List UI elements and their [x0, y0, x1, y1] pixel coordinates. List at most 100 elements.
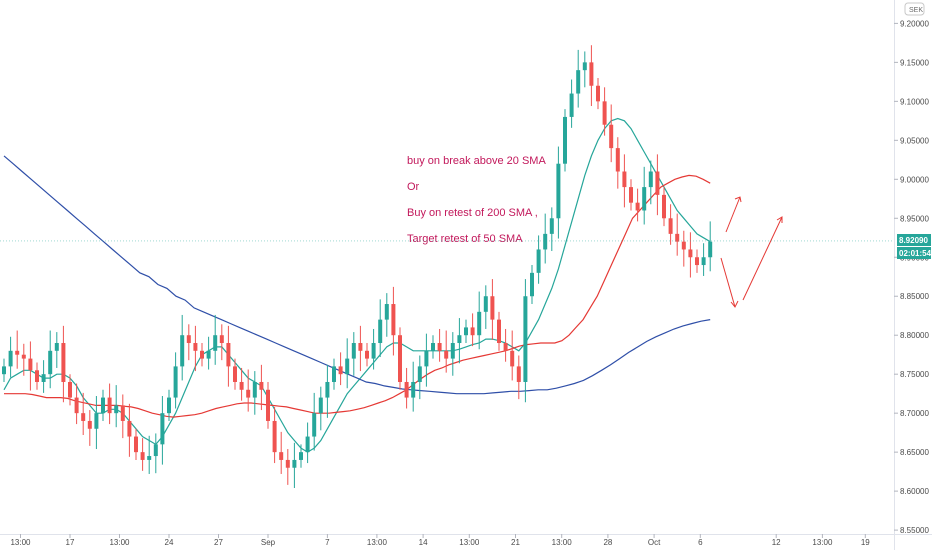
- annotation-buy-break[interactable]: buy on break above 20 SMA: [407, 155, 546, 167]
- candle-body: [285, 459, 290, 468]
- y-tick-label: 8.85000: [900, 292, 929, 301]
- price-axis[interactable]: 8.55000 8.60000 8.65000 8.70000 8.75000 8.800…: [894, 0, 929, 550]
- candle-body: [272, 420, 277, 453]
- candle-body: [609, 124, 614, 149]
- candle-body: [497, 319, 501, 344]
- candle-body: [477, 311, 482, 336]
- annotation-target[interactable]: Target retest of 50 SMA: [407, 233, 523, 245]
- candle-body: [655, 171, 660, 195]
- arrow-up-long[interactable]: [742, 216, 783, 301]
- candle-body: [134, 436, 138, 453]
- y-tick-label: 8.70000: [900, 409, 929, 418]
- candle-body: [213, 335, 218, 351]
- candle-body: [675, 233, 680, 242]
- candle-body: [101, 397, 105, 414]
- arrow-down-head: [730, 300, 739, 308]
- candle-body: [312, 413, 317, 437]
- candle-body: [444, 350, 449, 359]
- candle-body: [206, 350, 211, 359]
- y-tick-label: 9.10000: [900, 97, 929, 106]
- candle-body: [589, 62, 594, 86]
- candle-body: [325, 381, 330, 398]
- y-tick-label: 9.15000: [900, 58, 929, 67]
- candle-body: [695, 257, 699, 266]
- candle-body: [279, 452, 284, 460]
- candle-body: [81, 413, 86, 421]
- y-tick-label: 9.00000: [900, 175, 929, 184]
- candle-body: [622, 171, 627, 188]
- currency-badge[interactable]: SEK: [904, 2, 925, 16]
- x-tick-label: 21: [511, 538, 520, 547]
- candle-body: [338, 366, 343, 375]
- candle-body: [437, 343, 442, 351]
- candle-body: [48, 350, 53, 375]
- candle-body: [629, 187, 633, 203]
- x-tick-label: 13:00: [367, 538, 388, 547]
- candle-body: [483, 296, 488, 312]
- y-tick-label: 8.80000: [900, 331, 929, 340]
- candle-body: [200, 350, 204, 359]
- candle-body: [2, 366, 6, 375]
- countdown-label: 02:01:54: [899, 249, 932, 258]
- currency-label: SEK: [909, 7, 923, 14]
- candle-body: [147, 456, 152, 460]
- candle-body: [510, 350, 515, 367]
- arrow-down[interactable]: [720, 257, 736, 308]
- candle-body: [530, 272, 534, 297]
- candle-body: [569, 93, 574, 117]
- candle-body: [391, 304, 396, 336]
- annotation-buy-retest[interactable]: Buy on retest of 200 SMA ,: [407, 207, 538, 219]
- time-axis[interactable]: 13:00 17 13:00 24 27 Sep 7 13:00 14 13:00 21 13:00 2…: [0, 534, 932, 547]
- candle-body: [470, 327, 475, 336]
- candle-body: [127, 420, 132, 437]
- candle-body: [167, 397, 171, 414]
- candle-body: [345, 358, 350, 375]
- candle-body: [28, 358, 33, 371]
- candle-body: [252, 381, 257, 398]
- candle-body: [424, 350, 429, 367]
- candle-body: [490, 296, 495, 320]
- candle-body: [120, 405, 125, 421]
- candle-body: [563, 116, 567, 164]
- candle-body: [226, 343, 231, 367]
- candle-body: [35, 370, 39, 382]
- x-tick-label: 13:00: [812, 538, 833, 547]
- text-annotations: buy on break above 20 SMA Or Buy on rete…: [407, 155, 546, 245]
- candle-body: [365, 350, 369, 359]
- x-tick-label: 13:00: [10, 538, 31, 547]
- candle-body: [239, 381, 244, 390]
- x-tick-label: 7: [325, 538, 330, 547]
- candle-body: [266, 389, 270, 421]
- candle-body: [107, 397, 112, 414]
- y-tick-label: 9.05000: [900, 136, 929, 145]
- candle-body: [648, 171, 653, 188]
- sma-line-1[interactable]: [4, 174, 711, 418]
- candle-body: [305, 436, 310, 453]
- last-price-label: 8.92090: [899, 236, 928, 245]
- candle-body: [398, 335, 402, 382]
- sma-line-2[interactable]: [3, 155, 711, 395]
- candle-body: [74, 397, 79, 414]
- candle-body: [94, 413, 99, 429]
- candle-body: [54, 343, 59, 351]
- candle-body: [464, 327, 468, 336]
- arrow-up-short[interactable]: [725, 196, 741, 233]
- candle-body: [602, 101, 607, 125]
- candle-body: [318, 397, 323, 414]
- candle-body: [668, 218, 673, 234]
- annotation-or[interactable]: Or: [407, 181, 420, 193]
- candle-body: [233, 366, 237, 382]
- candle-body: [411, 381, 416, 398]
- candle-body: [642, 187, 647, 211]
- x-tick-label: 28: [603, 538, 612, 547]
- candle-body: [543, 233, 548, 250]
- candle-body: [219, 335, 224, 344]
- candle-body: [516, 366, 521, 382]
- candle-body: [358, 343, 363, 351]
- candle-body: [351, 343, 356, 359]
- x-tick-label: 19: [861, 538, 870, 547]
- last-price-badge: 8.92090 02:01:54: [897, 234, 932, 259]
- candle-body: [549, 218, 554, 234]
